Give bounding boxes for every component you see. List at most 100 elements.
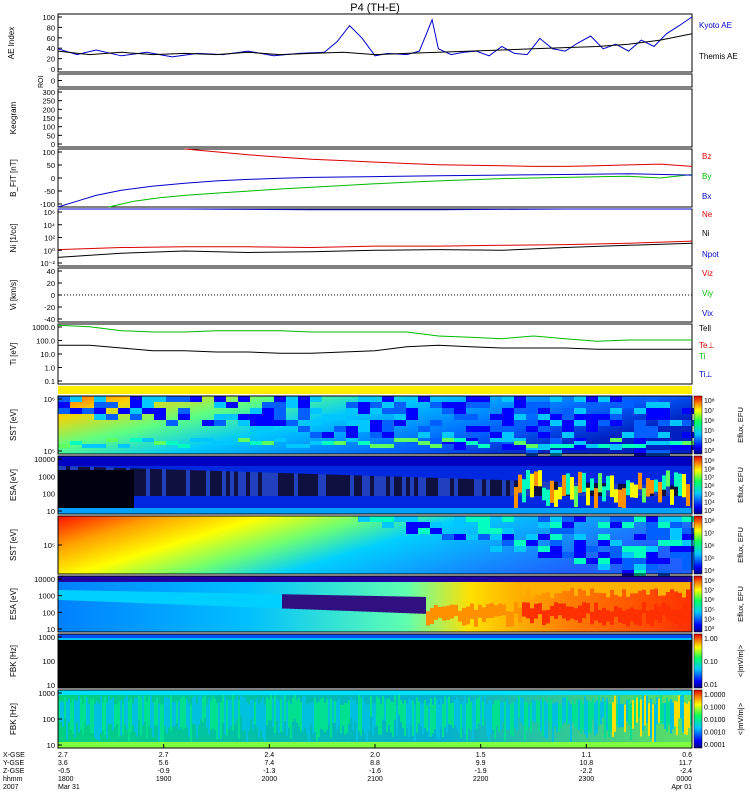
ytick-label: 10: [47, 625, 55, 634]
spectrogram-cell: [562, 414, 574, 420]
spectrogram-cell: [442, 402, 454, 408]
spectrogram-cell: [302, 696, 304, 732]
spectrogram-cell: [568, 701, 570, 724]
spectrogram-cell: [598, 609, 602, 623]
spectrogram-cell: [562, 408, 574, 414]
spectrogram-cell: [598, 414, 610, 420]
spectrogram-cell: [194, 592, 198, 606]
spectrogram-cell: [610, 611, 614, 625]
spectrogram-cell: [78, 590, 82, 601]
spectrogram-cell: [574, 414, 586, 420]
spectrogram-cell: [610, 516, 622, 522]
spectrogram-cell: [250, 414, 262, 420]
density-ylabel: Ni [1/cc]: [9, 224, 18, 253]
spectrogram-cell: [490, 438, 502, 442]
spectrogram-cell: [190, 470, 194, 496]
colorbar-label: Eflux, EFU: [736, 527, 745, 563]
spectrogram-cell: [370, 444, 382, 448]
spectrogram-cell: [502, 604, 506, 616]
colorbar-tick-label: 10⁵: [704, 556, 715, 563]
spectrogram-cell: [528, 704, 530, 728]
spectrogram-cell: [94, 470, 98, 510]
spectrogram-cell: [312, 702, 314, 734]
spectrogram-cell: [84, 695, 86, 724]
npot-legend: Npot: [702, 250, 720, 259]
spectrogram-cell: [442, 534, 454, 540]
ytick-label: 10: [47, 681, 55, 690]
xaxis-row-label: hhmm: [3, 776, 23, 783]
spectrogram-cell: [446, 699, 448, 733]
spectrogram-cell: [262, 420, 274, 426]
bfield-yticks: 100 50 0 -50 -100: [40, 148, 62, 209]
spectrogram-cell: [622, 570, 634, 576]
spectrogram-cell: [230, 471, 234, 496]
spectrogram-cell: [274, 402, 286, 408]
spectrogram-cell: [682, 474, 686, 498]
spectrogram-cell: [550, 438, 562, 444]
spectrogram-cell: [646, 582, 650, 595]
series-line-ne: [57, 240, 693, 251]
spectrogram-cell: [562, 528, 574, 534]
spectrogram-cell: [536, 700, 538, 723]
spectrogram-cell: [70, 441, 82, 445]
spectrogram-cell: [406, 528, 418, 534]
spectrogram-cell: [344, 703, 346, 735]
spectrogram-cell: [178, 592, 182, 605]
xtick-label: -2.2: [580, 768, 592, 775]
spectrogram-cell: [670, 441, 682, 445]
spectrogram-cell: [526, 602, 530, 619]
spectrogram-cell: [654, 704, 656, 744]
ytick-label: 250: [42, 97, 55, 106]
ytick-label: 40: [47, 267, 55, 276]
by-legend: By: [702, 172, 711, 181]
spectrogram-cell: [266, 593, 270, 608]
spectrogram-cell: [658, 402, 670, 408]
esa-electron-spectrogram: [58, 456, 692, 514]
spectrogram-cell: [402, 476, 406, 496]
spectrogram-cell: [550, 516, 562, 522]
spectrogram-cell: [590, 611, 594, 625]
spectrogram-cell: [352, 699, 354, 731]
spectrogram-cell: [610, 420, 622, 426]
spectrogram-cell: [646, 441, 658, 445]
colorbar-tick-label: 10⁴: [704, 568, 715, 575]
spectrogram-cell: [550, 450, 562, 456]
ytick-label: 10⁵: [44, 541, 55, 550]
spectrogram-cell: [454, 699, 456, 726]
ytick-label: 100: [42, 13, 55, 22]
colorbar-tick-label: 10³: [704, 508, 715, 515]
spectrogram-cell: [154, 591, 158, 604]
spectrogram-cell: [298, 408, 310, 414]
colorbar-tick-label: 0.01: [704, 682, 718, 689]
spectrogram-cell: [478, 402, 490, 408]
colorbar-tick-label: 10⁷: [704, 531, 715, 538]
spectrogram-cell: [514, 396, 526, 402]
ytick-label: 100.0: [36, 337, 55, 346]
spectrogram-cell: [622, 564, 634, 570]
spectrogram-cell: [546, 609, 550, 624]
spectrogram-cell: [274, 438, 286, 442]
spectrogram-cell: [404, 700, 406, 736]
sst-ion-spectrogram: [358, 516, 694, 576]
spectrogram-cell: [266, 472, 270, 496]
spectrogram-cell: [638, 609, 642, 626]
spectrogram-cell: [256, 698, 258, 727]
spectrogram-cell: [598, 444, 610, 448]
spectrogram-cell: [144, 695, 146, 722]
spectrogram-cell: [606, 610, 610, 622]
colorbar-label: Eflux, EFU: [736, 407, 745, 443]
spectrogram-cell: [502, 516, 514, 522]
spectrogram-cell: [130, 408, 142, 414]
spectrogram-cell: [74, 590, 78, 601]
spectrogram-cell: [154, 701, 156, 726]
spectrogram-cell: [472, 700, 474, 740]
spectrogram-cell: [86, 470, 90, 510]
spectrogram-cell: [666, 582, 670, 592]
spectrogram-cell: [378, 596, 382, 613]
spectrogram-cell: [274, 408, 286, 414]
spectrogram-cell: [670, 516, 682, 522]
spectrogram-cell: [82, 590, 86, 601]
sst-electron-ylabel: SST [eV]: [9, 409, 18, 441]
spectrogram-cell: [576, 699, 578, 729]
spectrogram-cell: [518, 695, 520, 718]
